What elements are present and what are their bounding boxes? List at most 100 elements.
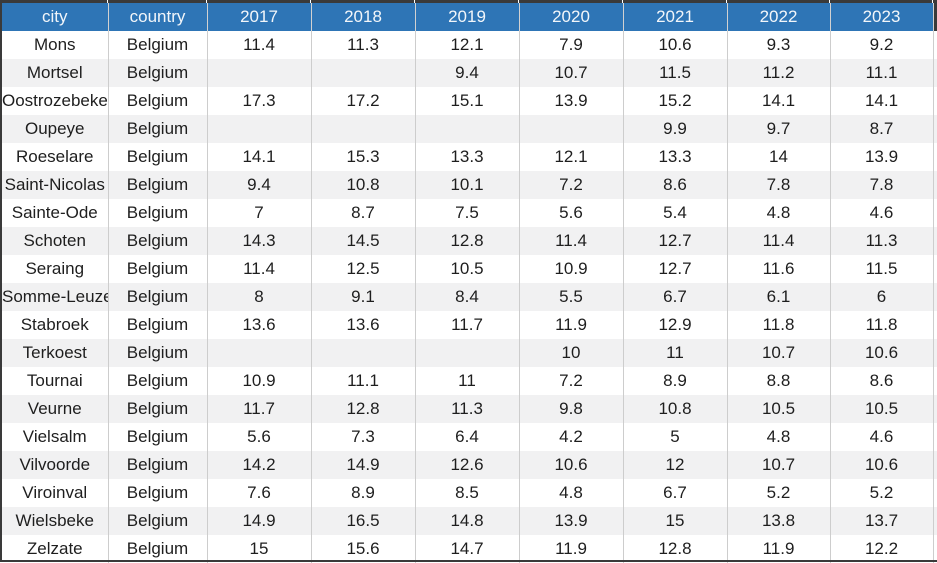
cell-value-2023[interactable]: 10.5 [830, 395, 933, 423]
cell-value-2023[interactable]: 6 [830, 283, 933, 311]
cell-value-2018[interactable]: 14.9 [311, 451, 416, 479]
cell-value-2018[interactable] [311, 59, 416, 87]
cell-value-2021[interactable]: 12.7 [623, 227, 728, 255]
cell-country[interactable]: Belgium [108, 535, 208, 563]
cell-value-2019[interactable]: 14.7 [415, 535, 520, 563]
cell-value-2023[interactable]: 11.3 [830, 227, 933, 255]
cell-value-2018[interactable]: 7.3 [311, 423, 416, 451]
cell-value-2019[interactable]: 8.5 [415, 479, 520, 507]
cell-value-2020[interactable]: 7.2 [519, 367, 624, 395]
cell-value-2022[interactable]: 4.8 [727, 423, 831, 451]
cell-value-2019[interactable]: 12.6 [415, 451, 520, 479]
cell-value-2017[interactable]: 11.4 [207, 255, 312, 283]
cell-value-2022[interactable]: 13.8 [727, 507, 831, 535]
cell-value-2023[interactable]: 13.9 [864, 147, 899, 166]
cell-value-2020[interactable]: 11.9 [519, 535, 624, 563]
cell-value-2017[interactable]: 5.6 [207, 423, 312, 451]
cell-value-2022[interactable]: 6.1 [727, 283, 831, 311]
cell-value-2018[interactable]: 8.7 [311, 199, 416, 227]
cell-value-2020[interactable]: 5.5 [519, 283, 624, 311]
cell-value-2018[interactable]: 17.2 [311, 87, 416, 115]
cell-value-2019[interactable]: 12.1 [415, 31, 520, 59]
cell-value-2023[interactable]: 10.6 [830, 339, 933, 367]
cell-value-2021[interactable]: 12 [623, 451, 728, 479]
cell-value-2021[interactable]: 8.9 [623, 367, 728, 395]
cell-value-2021[interactable]: 12.9 [623, 311, 728, 339]
cell-value-2018[interactable]: 16.5 [311, 507, 416, 535]
cell-value-2020[interactable] [519, 115, 624, 143]
cell-value-2017[interactable]: 15 [207, 535, 312, 563]
cell-value-2022[interactable]: 5.2 [727, 479, 831, 507]
column-header-2021[interactable]: 2021 [623, 3, 728, 31]
cell-country[interactable]: Belgium [108, 367, 208, 395]
cell-city[interactable]: Sainte-Ode [2, 199, 109, 227]
cell-city[interactable]: Saint-Nicolas [2, 171, 109, 199]
cell-value-2022[interactable]: 11.9 [727, 535, 831, 563]
cell-city[interactable]: Terkoest [2, 339, 109, 367]
cell-value-2022[interactable]: 11.6 [727, 255, 831, 283]
cell-value-2020[interactable]: 9.8 [519, 395, 624, 423]
cell-value-2022[interactable]: 14.1 [727, 87, 831, 115]
cell-value-2017[interactable]: 13.6 [207, 311, 312, 339]
cell-value-2020[interactable]: 11.9 [519, 311, 624, 339]
cell-value-2020[interactable]: 10.6 [519, 451, 624, 479]
cell-city[interactable]: Wielsbeke [2, 507, 109, 535]
cell-value-2023[interactable]: 7.8 [830, 171, 933, 199]
cell-value-2023[interactable]: 4.6 [869, 427, 894, 446]
cell-value-2019[interactable]: 9.4 [415, 59, 520, 87]
cell-value-2021[interactable]: 15 [623, 507, 728, 535]
cell-city[interactable]: Veurne [2, 395, 109, 423]
cell-value-2019[interactable]: 11.7 [415, 311, 520, 339]
cell-value-2020[interactable]: 10 [519, 339, 624, 367]
cell-value-2017[interactable]: 11.4 [207, 31, 312, 59]
cell-value-2019[interactable]: 13.3 [415, 143, 520, 171]
cell-value-2022[interactable]: 8.8 [727, 367, 831, 395]
cell-value-2017[interactable] [207, 339, 312, 367]
cell-value-2017[interactable] [207, 115, 312, 143]
cell-value-2020[interactable]: 11.4 [519, 227, 624, 255]
cell-value-2018[interactable]: 11.3 [311, 31, 416, 59]
cell-country[interactable]: Belgium [108, 451, 208, 479]
cell-value-2021[interactable]: 5.4 [623, 199, 728, 227]
cell-value-2022[interactable]: 14 [727, 143, 831, 171]
cell-value-2017[interactable] [207, 59, 312, 87]
column-header-city[interactable]: city [2, 3, 109, 31]
cell-value-2017[interactable]: 14.3 [207, 227, 312, 255]
cell-value-2017[interactable]: 14.2 [207, 451, 312, 479]
cell-value-2021[interactable]: 13.3 [623, 143, 728, 171]
cell-value-2022[interactable]: 10.5 [727, 395, 831, 423]
cell-city[interactable]: Oupeye [2, 115, 109, 143]
cell-value-2020[interactable]: 13.9 [519, 507, 624, 535]
cell-value-2018[interactable]: 15.3 [311, 143, 416, 171]
cell-value-2019[interactable]: 6.4 [415, 423, 520, 451]
cell-city[interactable]: Mortsel [2, 59, 109, 87]
cell-value-2020[interactable]: 4.8 [519, 479, 624, 507]
column-header-2023[interactable]: 2023 [830, 3, 934, 31]
cell-value-2022[interactable]: 10.7 [727, 451, 831, 479]
cell-value-2019[interactable] [415, 115, 520, 143]
cell-value-2022[interactable]: 9.3 [727, 31, 831, 59]
cell-value-2020[interactable]: 10.9 [519, 255, 624, 283]
cell-value-2021[interactable]: 12.7 [623, 255, 728, 283]
cell-value-2023[interactable]: 4.6 [869, 203, 894, 222]
cell-value-2023[interactable]: 14.1 [864, 91, 899, 110]
cell-country[interactable]: Belgium [108, 255, 208, 283]
cell-country[interactable]: Belgium [108, 31, 208, 59]
cell-country[interactable]: Belgium [108, 87, 208, 115]
cell-value-2018[interactable]: 12.5 [311, 255, 416, 283]
cell-value-2020[interactable]: 7.2 [519, 171, 624, 199]
cell-value-2018[interactable]: 15.6 [311, 535, 416, 563]
column-header-2018[interactable]: 2018 [311, 3, 416, 31]
cell-value-2017[interactable]: 14.9 [207, 507, 312, 535]
cell-value-2019[interactable]: 14.8 [415, 507, 520, 535]
cell-value-2017[interactable]: 14.1 [207, 143, 312, 171]
cell-value-2023[interactable]: 10.6 [830, 451, 933, 479]
column-header-2017[interactable]: 2017 [207, 3, 312, 31]
cell-value-2023[interactable]: 8.6 [869, 371, 894, 390]
cell-value-2022[interactable]: 11.8 [727, 311, 831, 339]
column-header-2022[interactable]: 2022 [727, 3, 831, 31]
cell-city[interactable]: Stabroek [2, 311, 109, 339]
cell-value-2020[interactable]: 4.2 [519, 423, 624, 451]
cell-value-2019[interactable]: 10.1 [415, 171, 520, 199]
cell-country[interactable]: Belgium [108, 395, 208, 423]
